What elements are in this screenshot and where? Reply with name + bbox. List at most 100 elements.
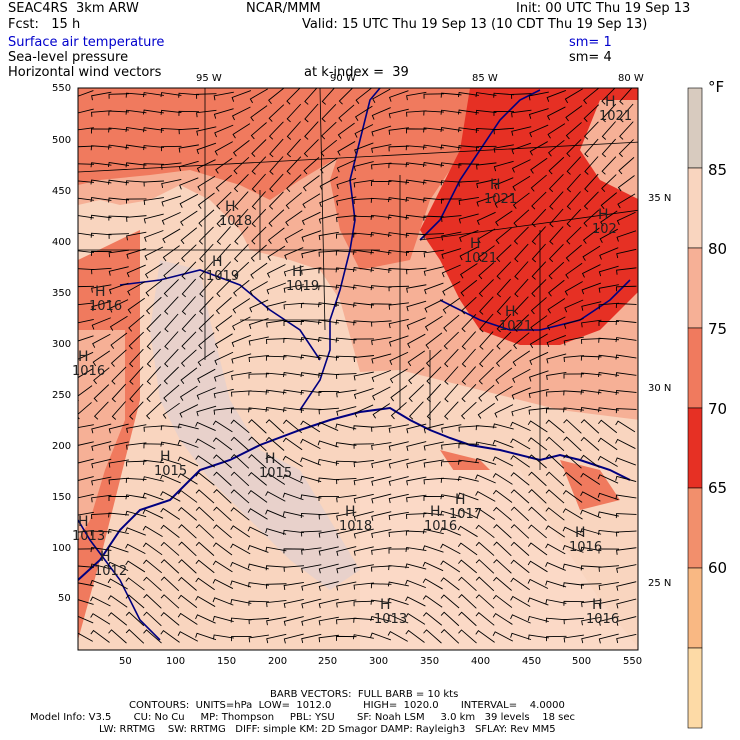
wind-barb — [197, 368, 216, 383]
wind-barb — [111, 401, 126, 420]
wind-barb — [78, 285, 95, 288]
wind-barb — [353, 215, 375, 221]
high-pressure-marker: H — [78, 514, 89, 530]
wind-barb — [283, 354, 304, 360]
wind-barb — [423, 266, 444, 276]
wind-barb — [247, 489, 268, 503]
wind-barb — [265, 389, 287, 395]
wind-barb — [195, 524, 215, 539]
wind-barb — [335, 355, 357, 361]
wind-barb — [214, 333, 233, 349]
wind-barb — [283, 265, 304, 277]
wind-barb — [353, 302, 374, 308]
wind-barb — [528, 407, 549, 415]
wind-barb — [318, 213, 339, 224]
wind-barb — [476, 145, 497, 152]
wind-barb — [335, 301, 357, 308]
wind-barb — [370, 285, 392, 291]
wind-barb — [353, 617, 375, 623]
wind-barb — [212, 542, 233, 556]
wind-barb — [300, 494, 322, 500]
wind-barb — [598, 265, 619, 277]
wind-barb — [213, 524, 232, 539]
wind-barb — [566, 173, 581, 193]
wind-barb — [265, 355, 287, 361]
high-pressure-value: 1015 — [259, 466, 293, 481]
river-red — [119, 269, 321, 361]
wind-barb — [164, 313, 179, 333]
wind-barb — [249, 281, 268, 296]
wind-barb — [90, 250, 112, 256]
wind-barb — [440, 527, 461, 536]
colorbar-swatch — [687, 487, 703, 569]
wind-barb — [265, 491, 286, 502]
wind-barb — [371, 353, 392, 364]
wind-barb — [563, 407, 584, 413]
wind-barb — [616, 230, 637, 242]
wind-barb — [513, 209, 530, 227]
wind-barb — [408, 367, 425, 385]
wind-barb — [458, 197, 479, 206]
wind-barb — [353, 493, 374, 504]
wind-barb — [197, 192, 215, 209]
wind-barb — [78, 232, 94, 236]
wind-barb — [371, 529, 392, 538]
wind-barb — [318, 581, 339, 591]
wind-barb — [496, 331, 512, 350]
wind-barb — [126, 231, 147, 241]
field-label-wind: Horizontal wind vectors — [8, 65, 162, 80]
wind-barb — [91, 494, 112, 503]
wind-barb — [178, 559, 197, 574]
wind-barb — [109, 315, 128, 331]
wind-barb — [405, 530, 427, 536]
wind-barb — [495, 349, 512, 367]
wind-barb — [90, 232, 112, 238]
wind-barb — [318, 529, 339, 538]
wind-barb — [146, 383, 162, 403]
wind-barb — [282, 437, 303, 451]
wind-barb — [529, 351, 549, 365]
wind-barb — [231, 334, 251, 348]
wind-barb — [424, 299, 444, 313]
wind-barb — [234, 226, 249, 245]
colorbar-label-85: 85 — [708, 161, 728, 179]
wind-barb — [126, 460, 147, 467]
wind-barb — [161, 195, 182, 207]
wind-barb — [78, 511, 94, 516]
wind-barb — [230, 454, 250, 469]
wind-barb — [232, 140, 250, 157]
wind-barb — [230, 419, 250, 434]
wind-barb — [615, 420, 636, 433]
wind-barb — [457, 542, 478, 556]
wind-barb — [335, 284, 357, 290]
wind-barb — [302, 193, 321, 209]
wind-barb — [318, 496, 340, 502]
wind-barb — [265, 454, 285, 468]
wind-barb — [336, 406, 357, 416]
wind-barb — [458, 443, 480, 449]
wind-barb — [387, 214, 409, 220]
wind-barb — [78, 197, 94, 201]
wind-barb — [196, 126, 217, 136]
wind-barb — [549, 226, 564, 245]
wind-barb — [300, 389, 322, 395]
wind-barb — [125, 629, 145, 644]
wind-barb — [265, 472, 286, 485]
wind-barb — [616, 267, 637, 275]
wind-barb — [405, 579, 426, 589]
wind-barb — [388, 163, 410, 169]
wind-barb — [441, 264, 461, 278]
wind-barb — [108, 459, 129, 468]
wind-barb — [250, 105, 268, 122]
wind-barb — [565, 262, 583, 279]
wind-barb — [216, 226, 231, 245]
wind-barb — [179, 404, 199, 418]
wind-barb — [441, 215, 462, 222]
wind-barb — [388, 458, 409, 469]
wind-barb — [495, 367, 513, 384]
wind-barb — [527, 542, 548, 556]
wind-barb — [440, 494, 462, 500]
wind-barb — [496, 313, 512, 333]
wind-barb — [616, 285, 637, 292]
wind-barb — [354, 404, 374, 418]
